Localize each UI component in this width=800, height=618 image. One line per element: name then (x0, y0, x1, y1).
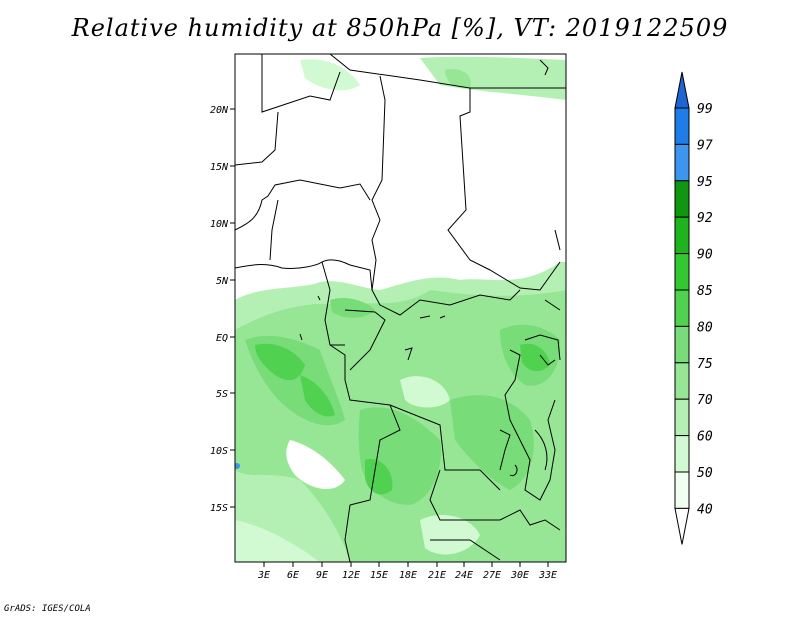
y-tick: 15S (210, 503, 235, 514)
x-tick: 24E (455, 562, 473, 581)
x-tick: 12E (342, 562, 360, 581)
y-tick: 10N (210, 219, 235, 230)
x-tick-label: 15E (370, 570, 388, 581)
x-tick: 3E (257, 562, 270, 581)
x-tick: 30E (510, 562, 529, 581)
x-tick-label: 3E (257, 570, 270, 581)
colorbar-segment (674, 107, 690, 145)
colorbar-label: 80 (697, 320, 713, 335)
x-tick: 27E (483, 562, 501, 581)
colorbar-segment (674, 362, 690, 400)
x-tick-label: 12E (342, 570, 360, 581)
y-tick-label: 10N (210, 219, 229, 230)
colorbar-segment (674, 435, 690, 473)
colorbar-label: 75 (697, 357, 713, 372)
colorbar-segment (674, 253, 690, 291)
colorbar-segment (674, 325, 690, 364)
x-tick-label: 9E (316, 570, 328, 581)
x-tick: 21E (428, 562, 446, 581)
x-tick-label: 6E (287, 570, 299, 581)
x-tick: 15E (370, 562, 388, 581)
footer-credit: GrADS: IGES/COLA (4, 604, 91, 614)
y-axis: 20N 15N 10N 5N EQ 5S 10S 15S (210, 105, 235, 514)
y-tick-label: 5S (216, 389, 228, 400)
x-tick: 9E (316, 562, 328, 581)
colorbar-segment (674, 289, 690, 327)
y-tick-label: 20N (210, 105, 229, 116)
colorbar-label: 95 (697, 175, 713, 190)
x-tick-label: 21E (428, 570, 446, 581)
colorbar-label: 99 (697, 102, 713, 117)
colorbar-label: 70 (697, 393, 713, 408)
map-borders (235, 54, 566, 562)
x-tick-label: 24E (455, 570, 473, 581)
colorbar-label: 97 (697, 138, 713, 153)
x-tick-label: 30E (510, 570, 529, 581)
colorbar-label: 85 (697, 284, 713, 299)
colorbar-segment (674, 216, 690, 255)
colorbar-bottom-arrow (674, 507, 690, 545)
colorbar-label: 50 (697, 466, 713, 481)
y-tick: 5S (216, 389, 235, 400)
y-tick: 5N (216, 276, 235, 287)
colorbar-label: 40 (697, 502, 713, 517)
chart-title: Relative humidity at 850hPa [%], VT: 201… (71, 14, 729, 42)
humidity-field (235, 56, 566, 562)
x-tick: 33E (538, 562, 557, 581)
y-tick: 10S (210, 446, 235, 457)
y-tick-label: 15N (210, 162, 229, 173)
colorbar-label: 60 (697, 430, 713, 445)
x-tick: 6E (287, 562, 299, 581)
y-tick-label: 10S (210, 446, 228, 457)
colorbar-segment (674, 398, 690, 437)
colorbar-top-arrow (674, 71, 690, 109)
map-frame (234, 53, 567, 563)
y-tick-label: EQ (216, 333, 228, 344)
y-tick-label: 5N (216, 276, 229, 287)
x-tick-label: 18E (399, 570, 417, 581)
colorbar-segment (674, 143, 690, 182)
y-tick: 15N (210, 162, 235, 173)
y-tick: EQ (216, 333, 235, 344)
y-tick-label: 15S (210, 503, 228, 514)
x-tick-label: 33E (538, 570, 557, 581)
colorbar: 99 97 95 92 90 85 80 75 70 60 50 40 (674, 71, 713, 545)
y-tick: 20N (210, 105, 235, 116)
x-tick-label: 27E (483, 570, 501, 581)
colorbar-segment (674, 471, 690, 509)
x-axis: 3E 6E 9E 12E 15E 18E 21E 24E (257, 562, 557, 581)
x-tick: 18E (399, 562, 417, 581)
colorbar-label: 92 (697, 211, 713, 226)
colorbar-label: 90 (697, 248, 713, 263)
colorbar-segment (674, 180, 690, 218)
